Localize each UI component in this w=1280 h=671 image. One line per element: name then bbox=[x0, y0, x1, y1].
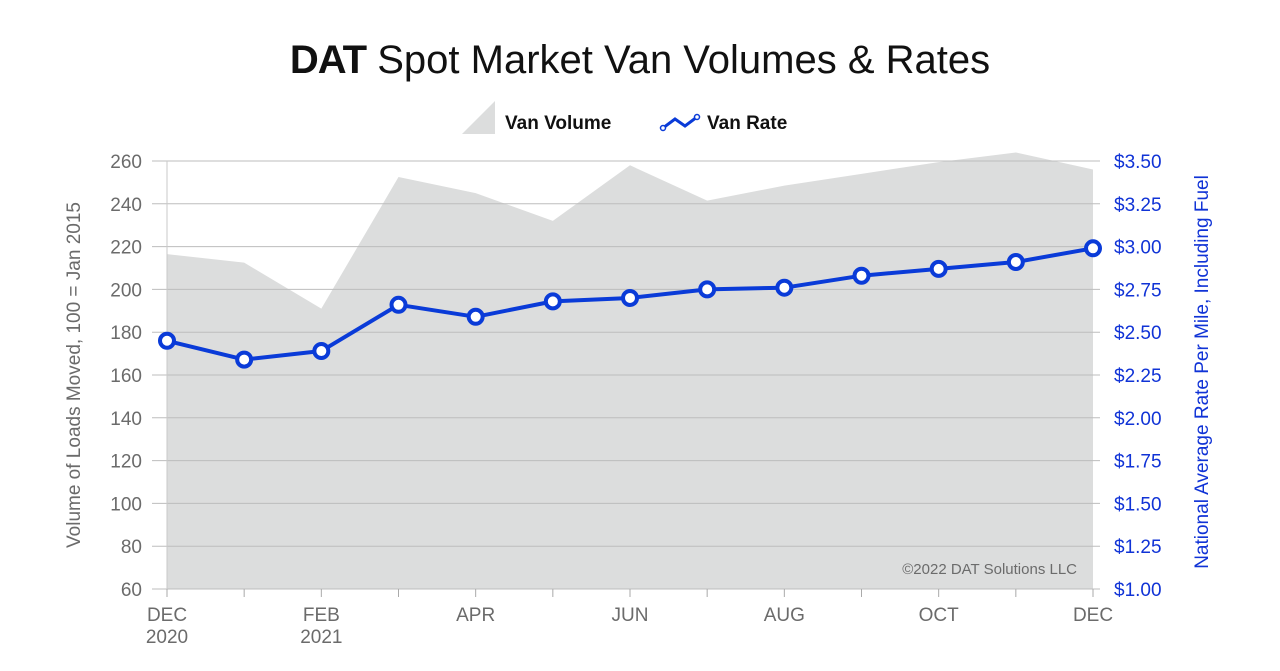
x-tick-label: FEB bbox=[303, 605, 340, 626]
left-tick-label: 100 bbox=[110, 494, 142, 515]
van-rate-point bbox=[389, 295, 408, 314]
right-tick-label: $1.50 bbox=[1114, 494, 1162, 515]
x-tick-label: DEC bbox=[1073, 605, 1113, 626]
van-rate-point bbox=[929, 259, 948, 278]
van-rate-point bbox=[698, 280, 717, 299]
van-rate-point bbox=[158, 331, 176, 350]
left-axis-label: Volume of Loads Moved, 100 = Jan 2015 bbox=[64, 202, 85, 548]
van-rate-point bbox=[775, 278, 794, 297]
right-tick-label: $2.75 bbox=[1114, 280, 1162, 301]
legend-rate-marker bbox=[693, 113, 701, 121]
left-tick-label: 240 bbox=[110, 195, 142, 216]
legend-rate-marker bbox=[659, 124, 667, 132]
left-tick-label: 80 bbox=[121, 537, 142, 558]
right-tick-label: $1.75 bbox=[1114, 452, 1162, 473]
title-text: Spot Market Van Volumes & Rates bbox=[377, 38, 991, 82]
left-tick-label: 220 bbox=[110, 238, 142, 259]
left-tick-label: 260 bbox=[110, 152, 142, 173]
van-rate-point bbox=[543, 292, 562, 311]
right-axis-label: National Average Rate Per Mile, Includin… bbox=[1192, 175, 1213, 569]
right-tick-label: $1.00 bbox=[1114, 580, 1162, 601]
right-tick-label: $2.00 bbox=[1114, 409, 1162, 430]
left-tick-label: 180 bbox=[110, 323, 142, 344]
van-rate-point bbox=[1084, 239, 1102, 258]
van-rate-point bbox=[621, 288, 639, 307]
legend-volume-label: Van Volume bbox=[505, 113, 611, 134]
x-tick-label: DEC bbox=[147, 605, 187, 626]
left-tick-label: 200 bbox=[110, 280, 142, 301]
right-tick-label: $3.50 bbox=[1114, 152, 1162, 173]
x-tick-label: 2021 bbox=[300, 627, 342, 648]
left-tick-label: 160 bbox=[110, 366, 142, 387]
right-tick-label: $3.00 bbox=[1114, 238, 1162, 259]
van-rate-point bbox=[1006, 253, 1025, 272]
x-tick-label: AUG bbox=[764, 605, 805, 626]
right-tick-label: $2.50 bbox=[1114, 323, 1162, 344]
right-tick-label: $1.25 bbox=[1114, 537, 1162, 558]
van-rate-point bbox=[466, 307, 485, 326]
x-tick-label: 2020 bbox=[146, 627, 188, 648]
left-tick-label: 120 bbox=[110, 452, 142, 473]
legend-volume-swatch bbox=[462, 101, 495, 134]
van-volume-area bbox=[167, 152, 1093, 589]
x-tick-label: JUN bbox=[612, 605, 649, 626]
right-tick-label: $2.25 bbox=[1114, 366, 1162, 387]
x-tick-label: OCT bbox=[919, 605, 960, 626]
left-tick-label: 60 bbox=[121, 580, 142, 601]
legend-rate-swatch bbox=[662, 115, 698, 130]
right-tick-label: $3.25 bbox=[1114, 195, 1162, 216]
copyright-text: ©2022 DAT Solutions LLC bbox=[902, 561, 1077, 578]
van-rate-point bbox=[852, 266, 871, 285]
left-tick-label: 140 bbox=[110, 409, 142, 430]
van-rate-point bbox=[235, 350, 254, 369]
van-rate-point bbox=[312, 342, 331, 361]
x-tick-label: APR bbox=[456, 605, 495, 626]
title-brand: DAT bbox=[289, 38, 367, 82]
chart-title: DAT Spot Market Van Volumes & Rates bbox=[0, 38, 1280, 83]
legend-rate-label: Van Rate bbox=[707, 113, 787, 134]
